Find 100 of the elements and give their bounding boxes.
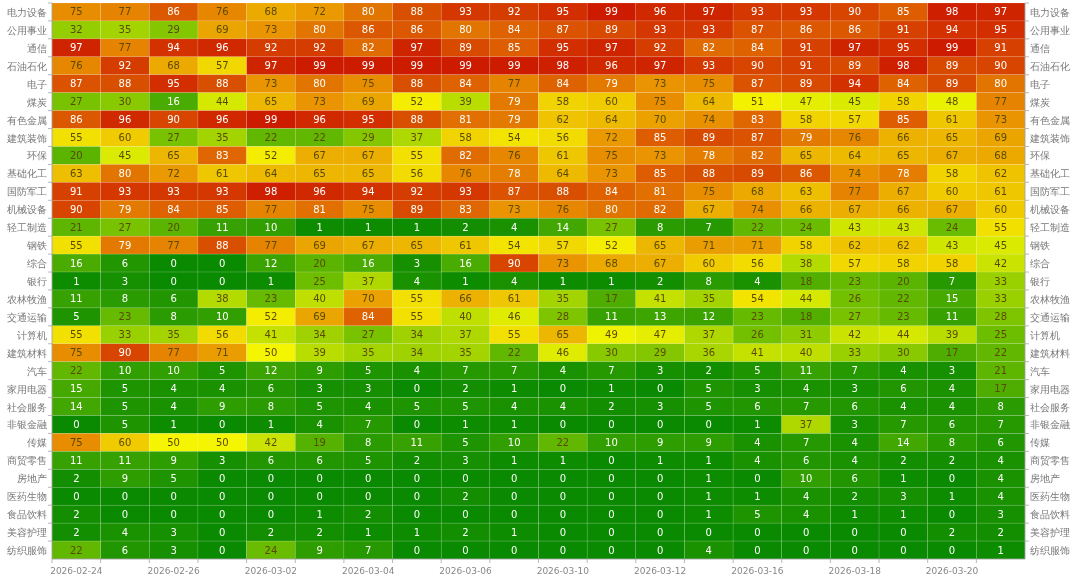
data-label: 91 xyxy=(897,24,910,36)
data-label: 40 xyxy=(313,293,326,305)
data-label: 77 xyxy=(994,96,1008,108)
data-label: 95 xyxy=(361,114,375,126)
data-label: 8 xyxy=(365,436,372,448)
data-label: 41 xyxy=(751,347,764,359)
data-label: 0 xyxy=(510,544,518,556)
data-label: 79 xyxy=(507,114,521,126)
data-label: 67 xyxy=(361,149,375,161)
data-label: 93 xyxy=(459,185,472,197)
y-tick-label: 轻工制造 xyxy=(7,222,47,234)
data-label: 0 xyxy=(754,544,761,556)
data-label: 4 xyxy=(413,365,421,377)
data-label: 79 xyxy=(507,96,521,108)
data-label: 47 xyxy=(653,329,667,341)
data-label: 4 xyxy=(170,383,177,395)
y2-tick-label: 石油石化 xyxy=(1030,60,1070,72)
data-label: 65 xyxy=(264,96,278,108)
data-label: 22 xyxy=(507,347,521,359)
data-label: 92 xyxy=(264,42,278,54)
data-label: 95 xyxy=(994,24,1008,36)
data-label: 61 xyxy=(215,167,229,179)
data-label: 65 xyxy=(556,329,570,341)
data-label: 84 xyxy=(751,42,764,54)
data-label: 0 xyxy=(559,508,567,520)
data-label: 51 xyxy=(751,96,764,108)
data-label: 73 xyxy=(653,78,667,90)
data-label: 15 xyxy=(69,383,83,395)
data-label: 92 xyxy=(313,42,326,54)
y-tick-label: 建筑装饰 xyxy=(6,132,47,144)
data-label: 86 xyxy=(410,24,424,36)
data-label: 77 xyxy=(167,239,180,251)
data-label: 85 xyxy=(653,132,667,144)
data-label: 67 xyxy=(945,203,959,215)
data-label: 98 xyxy=(264,185,278,197)
data-label: 9 xyxy=(170,454,177,466)
y2-tick-label: 美容护理 xyxy=(1030,527,1070,539)
data-label: 25 xyxy=(994,329,1008,341)
data-label: 1 xyxy=(705,454,712,466)
data-label: 4 xyxy=(851,436,858,448)
data-label: 1 xyxy=(656,454,664,466)
data-label: 67 xyxy=(702,203,716,215)
data-label: 80 xyxy=(459,24,472,36)
data-label: 6 xyxy=(267,383,275,395)
data-label: 60 xyxy=(702,257,716,269)
data-label: 0 xyxy=(121,508,129,520)
data-label: 73 xyxy=(653,149,667,161)
data-label: 99 xyxy=(507,60,521,72)
data-label: 0 xyxy=(462,508,469,520)
data-label: 68 xyxy=(994,149,1008,161)
y-tick-label: 计算机 xyxy=(17,329,47,341)
data-label: 8 xyxy=(997,401,1004,413)
data-label: 0 xyxy=(754,472,761,484)
data-label: 4 xyxy=(510,401,518,413)
data-label: 1 xyxy=(510,418,518,430)
data-label: 89 xyxy=(848,60,862,72)
data-label: 0 xyxy=(948,544,956,556)
data-label: 80 xyxy=(118,167,132,179)
data-label: 58 xyxy=(799,114,813,126)
y-tick-label: 家用电器 xyxy=(7,383,47,395)
data-label: 4 xyxy=(219,383,226,395)
data-label: 5 xyxy=(754,365,761,377)
data-label: 79 xyxy=(118,203,132,215)
data-label: 33 xyxy=(848,347,862,359)
data-label: 29 xyxy=(361,132,375,144)
data-label: 75 xyxy=(653,96,667,108)
data-label: 11 xyxy=(69,454,83,466)
data-label: 77 xyxy=(507,78,521,90)
data-label: 55 xyxy=(507,329,521,341)
y2-tick-label: 基础化工 xyxy=(1030,168,1070,180)
data-label: 88 xyxy=(410,114,424,126)
data-label: 0 xyxy=(608,418,615,430)
data-label: 72 xyxy=(167,167,180,179)
data-label: 1 xyxy=(510,454,518,466)
data-label: 77 xyxy=(848,185,862,197)
y-tick-label: 纺织服饰 xyxy=(7,545,47,557)
data-label: 62 xyxy=(897,239,910,251)
data-label: 3 xyxy=(900,490,907,502)
data-label: 37 xyxy=(799,418,813,430)
data-label: 22 xyxy=(751,221,764,233)
data-label: 47 xyxy=(799,96,813,108)
data-label: 97 xyxy=(702,6,716,18)
data-label: 93 xyxy=(702,24,716,36)
data-label: 5 xyxy=(413,401,421,413)
data-label: 1 xyxy=(948,490,956,502)
y-tick-label: 钢铁 xyxy=(26,240,47,252)
data-label: 73 xyxy=(264,78,278,90)
y-tick-label: 建筑材料 xyxy=(6,347,47,359)
data-label: 69 xyxy=(361,96,375,108)
data-label: 50 xyxy=(167,436,180,448)
data-label: 61 xyxy=(507,293,521,305)
data-label: 89 xyxy=(459,42,472,54)
data-label: 14 xyxy=(69,401,83,413)
y2-tick-label: 食品饮料 xyxy=(1030,509,1070,521)
x-tick-label: 2026-03-06 xyxy=(439,566,492,576)
data-label: 1 xyxy=(267,275,275,287)
data-label: 11 xyxy=(69,293,83,305)
data-label: 4 xyxy=(316,418,323,430)
data-label: 82 xyxy=(702,42,716,54)
y-tick-label: 非银金融 xyxy=(7,419,47,431)
